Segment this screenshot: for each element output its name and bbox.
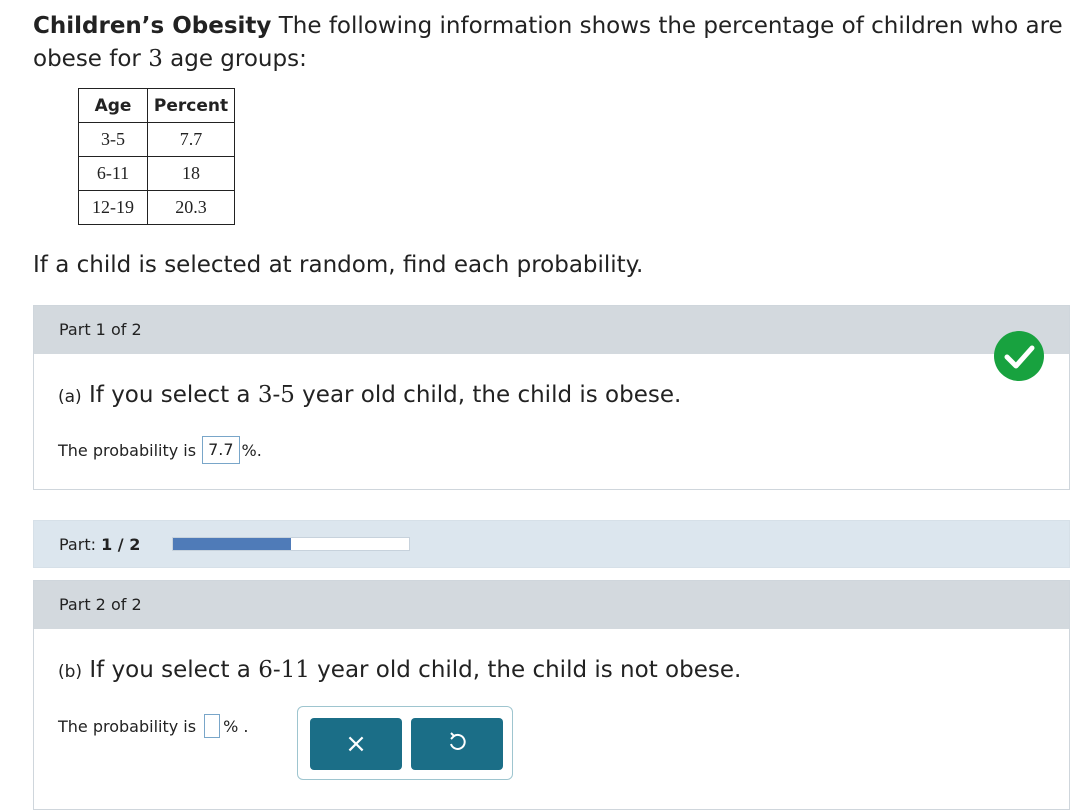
intro-count: 3 — [148, 46, 163, 72]
part1-answer-input[interactable]: 7.7 — [202, 436, 240, 464]
checkmark-icon — [994, 331, 1044, 381]
intro-text-2: age groups: — [162, 46, 307, 72]
table-cell-percent: 18 — [147, 156, 235, 191]
part2-prob-prefix: The probability is — [58, 716, 197, 736]
part1-text-2: year old child, the child is obese. — [294, 382, 682, 408]
undo-button[interactable] — [411, 718, 503, 770]
part1-question: (a) If you select a 3-5 year old child, … — [58, 382, 681, 408]
part1-label: (a) — [58, 387, 82, 407]
table-cell-percent: 20.3 — [147, 190, 235, 225]
part2-prob-suffix: % . — [223, 716, 249, 736]
obesity-table: Age Percent 3-5 7.7 6-11 18 12-19 20.3 — [78, 88, 235, 225]
part2-question: (b) If you select a 6-11 year old child,… — [58, 657, 741, 683]
close-icon: × — [345, 729, 367, 759]
clear-button[interactable]: × — [310, 718, 402, 770]
part1-prob-suffix: %. — [241, 440, 262, 460]
part2-header: Part 2 of 2 — [34, 581, 1069, 629]
table-header-row: Age Percent — [78, 88, 235, 123]
undo-icon — [446, 731, 468, 757]
part2-card: Part 2 of 2 (b) If you select a 6-11 yea… — [33, 580, 1070, 810]
progress-track — [172, 537, 410, 551]
table-cell-age: 12-19 — [78, 190, 148, 225]
table-row: 12-19 20.3 — [78, 190, 235, 225]
progress-panel: Part: 1 / 2 — [33, 520, 1070, 568]
table-row: 6-11 18 — [78, 156, 235, 191]
intro-text-1: The following information shows the perc… — [33, 13, 1063, 72]
progress-label: Part: — [59, 535, 96, 554]
progress-fill — [173, 538, 291, 550]
column-header-percent: Percent — [147, 88, 235, 123]
part1-prob-prefix: The probability is — [58, 440, 197, 460]
problem-title: Children’s Obesity — [33, 13, 272, 39]
part1-card: Part 1 of 2 (a) If you select a 3-5 year… — [33, 305, 1070, 490]
table-cell-percent: 7.7 — [147, 122, 235, 157]
question-text: If a child is selected at random, find e… — [33, 252, 644, 278]
column-header-age: Age — [78, 88, 148, 123]
progress-text: Part: 1 / 2 — [59, 535, 140, 554]
part2-text-1: If you select a — [82, 657, 259, 683]
table-cell-age: 6-11 — [78, 156, 148, 191]
part1-text-1: If you select a — [81, 382, 258, 408]
problem-intro: Children’s Obesity The following informa… — [33, 10, 1073, 76]
part2-probability: The probability is % . — [58, 714, 248, 738]
part1-probability: The probability is 7.7 %. — [58, 436, 262, 464]
progress-value: 1 / 2 — [101, 535, 141, 554]
part2-range: 6-11 — [258, 657, 310, 683]
part1-header: Part 1 of 2 — [34, 306, 1069, 354]
part2-answer-input[interactable] — [204, 714, 221, 738]
table-cell-age: 3-5 — [78, 122, 148, 157]
part2-text-2: year old child, the child is not obese. — [309, 657, 742, 683]
part2-label: (b) — [58, 662, 83, 682]
answer-tools-panel: × — [297, 706, 513, 780]
part1-range: 3-5 — [257, 382, 295, 408]
table-row: 3-5 7.7 — [78, 122, 235, 157]
